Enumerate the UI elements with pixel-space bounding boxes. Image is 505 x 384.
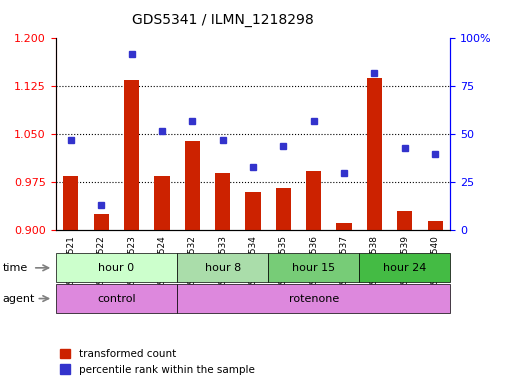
Text: GDS5341 / ILMN_1218298: GDS5341 / ILMN_1218298 [131,13,313,27]
Bar [396,211,412,230]
Bar [154,176,169,230]
Bar [427,221,442,230]
Text: hour 0: hour 0 [98,263,134,273]
Bar [366,78,381,230]
Bar [63,176,78,230]
Legend: transformed count, percentile rank within the sample: transformed count, percentile rank withi… [56,345,258,379]
Bar [306,171,321,230]
Bar [215,173,230,230]
Bar [184,141,199,230]
Text: hour 24: hour 24 [382,263,426,273]
Text: control: control [97,293,135,304]
Bar [124,80,139,230]
Bar [275,187,290,230]
Text: rotenone: rotenone [288,293,338,304]
Bar [336,223,351,230]
Bar [245,192,260,230]
Text: agent: agent [3,293,35,304]
Text: hour 15: hour 15 [291,263,335,273]
Bar [93,214,109,230]
Text: hour 8: hour 8 [204,263,240,273]
Text: time: time [3,263,28,273]
